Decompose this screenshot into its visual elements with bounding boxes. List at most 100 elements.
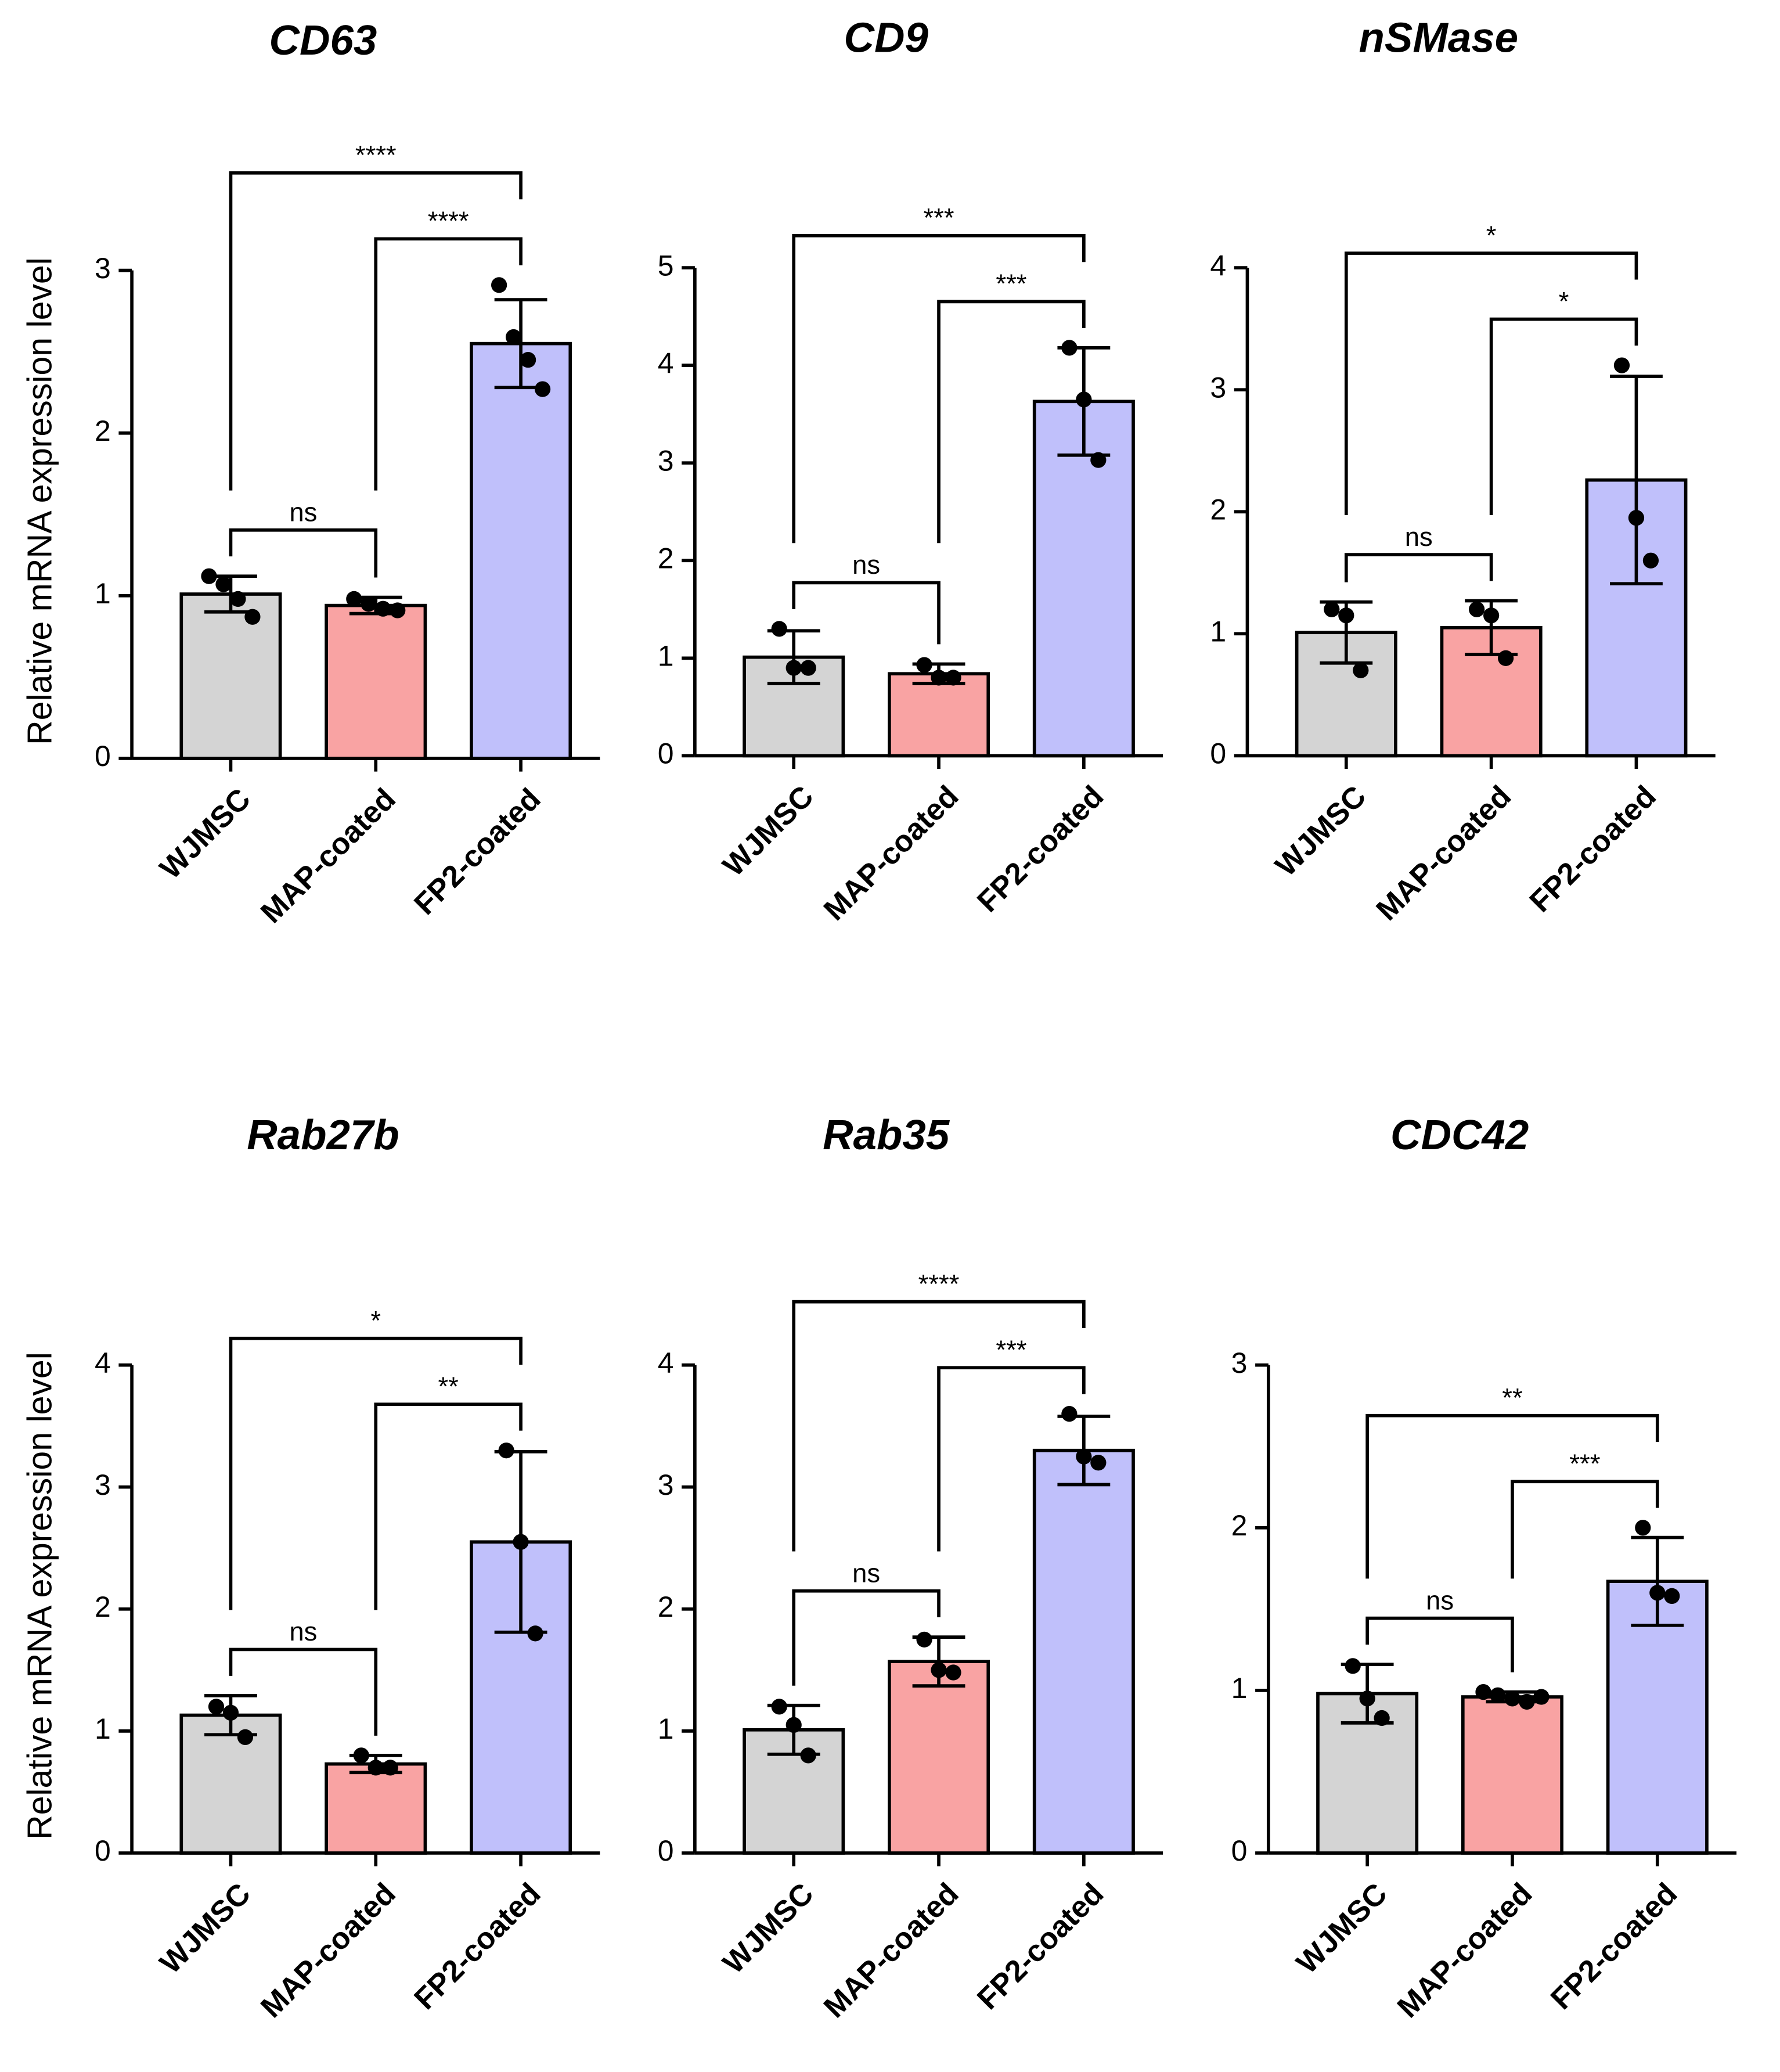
significance-bracket: * — [1489, 286, 1638, 515]
data-point — [931, 670, 947, 686]
data-point — [382, 1760, 398, 1776]
significance-label: ** — [438, 1372, 459, 1401]
significance-bracket: ns — [792, 1558, 941, 1686]
data-point — [230, 591, 246, 607]
y-tick-label: 4 — [658, 347, 674, 379]
x-tick-label: WJMSC — [716, 779, 820, 883]
y-tick-label: 2 — [95, 415, 111, 447]
x-tick-label: FP2-coated — [971, 779, 1110, 919]
data-point — [1374, 1710, 1390, 1726]
y-tick-label: 0 — [658, 738, 674, 770]
bracket-line — [374, 237, 523, 491]
y-tick-label: 0 — [1210, 738, 1226, 770]
significance-label: *** — [924, 203, 954, 233]
x-tick-label: FP2-coated — [408, 1877, 547, 2016]
significance-label: *** — [1569, 1449, 1600, 1479]
significance-bracket: *** — [937, 1335, 1086, 1552]
bracket-line — [229, 171, 523, 491]
bar — [888, 1660, 990, 1855]
significance-label: ns — [1405, 522, 1433, 552]
data-point — [498, 1443, 514, 1459]
y-tick-label: 3 — [95, 252, 111, 285]
significance-label: **** — [355, 141, 397, 170]
y-tick-label: 1 — [1231, 1672, 1248, 1704]
significance-label: **** — [918, 1269, 960, 1298]
significance-bracket: * — [1344, 221, 1638, 515]
data-point — [201, 568, 217, 584]
significance-label: * — [1559, 286, 1569, 316]
significance-bracket: *** — [1511, 1449, 1659, 1579]
data-point — [1628, 510, 1645, 526]
data-point — [945, 670, 961, 686]
x-tick-label: MAP-coated — [254, 1877, 402, 2024]
data-point — [1504, 1690, 1520, 1707]
chart-title: CD9 — [844, 15, 929, 62]
x-tick-label: FP2-coated — [1544, 1877, 1684, 2016]
bracket-line — [229, 1647, 378, 1736]
data-point — [785, 1717, 802, 1733]
data-point — [1359, 1690, 1375, 1707]
data-point — [945, 1664, 961, 1681]
significance-label: ns — [289, 497, 317, 527]
data-point — [1483, 607, 1500, 624]
x-tick-label: MAP-coated — [817, 1877, 965, 2024]
x-tick-label: WJMSC — [716, 1877, 820, 1980]
significance-label: ns — [852, 550, 880, 580]
bar — [1032, 1448, 1135, 1855]
data-point — [520, 352, 536, 368]
data-point — [1353, 662, 1369, 678]
bracket-line — [1511, 1480, 1659, 1579]
data-point — [1613, 357, 1630, 373]
x-tick-label: WJMSC — [153, 1877, 257, 1980]
y-tick-label: 4 — [95, 1347, 111, 1379]
significance-bracket: *** — [937, 269, 1086, 544]
y-tick-label: 0 — [95, 740, 111, 772]
data-point — [1533, 1689, 1550, 1705]
y-tick-label: 3 — [658, 444, 674, 477]
y-tick-label: 2 — [658, 542, 674, 574]
data-point — [1469, 601, 1485, 617]
data-point — [916, 657, 932, 673]
x-tick-label: MAP-coated — [1391, 1877, 1538, 2024]
chart-title: Rab35 — [823, 1111, 950, 1159]
data-point — [1061, 1406, 1078, 1422]
data-point — [931, 1662, 947, 1678]
x-tick-label: FP2-coated — [1523, 779, 1663, 919]
x-tick-label: FP2-coated — [408, 782, 547, 922]
bar — [470, 341, 572, 760]
y-tick-label: 5 — [658, 249, 674, 282]
data-point — [1324, 601, 1340, 617]
data-point — [353, 1747, 369, 1764]
bar — [1461, 1695, 1563, 1855]
chart-title: Rab27b — [247, 1111, 399, 1159]
bracket-line — [792, 1589, 941, 1686]
data-point — [367, 1760, 384, 1776]
bracket-line — [792, 581, 941, 645]
data-point — [800, 660, 816, 676]
x-tick-label: WJMSC — [153, 782, 257, 886]
bracket-line — [229, 1336, 523, 1610]
y-tick-label: 1 — [95, 577, 111, 610]
y-tick-label: 3 — [658, 1469, 674, 1501]
significance-label: **** — [428, 206, 469, 236]
data-point — [527, 1625, 543, 1642]
bracket-line — [1365, 1616, 1514, 1672]
significance-label: ** — [1502, 1383, 1522, 1412]
significance-bracket: ns — [229, 497, 378, 578]
data-point — [771, 1699, 787, 1715]
y-tick-label: 1 — [658, 1713, 674, 1745]
data-point — [771, 621, 787, 637]
bracket-line — [1344, 553, 1493, 582]
significance-label: * — [370, 1305, 381, 1335]
data-point — [222, 1704, 239, 1721]
y-axis-label: Relative mRNA expression level — [20, 257, 59, 745]
y-axis-label: Relative mRNA expression level — [20, 1352, 59, 1840]
data-point — [1649, 1585, 1666, 1601]
data-point — [361, 596, 377, 612]
data-point — [390, 602, 406, 618]
error-bar — [1631, 1535, 1684, 1627]
data-point — [346, 591, 362, 607]
